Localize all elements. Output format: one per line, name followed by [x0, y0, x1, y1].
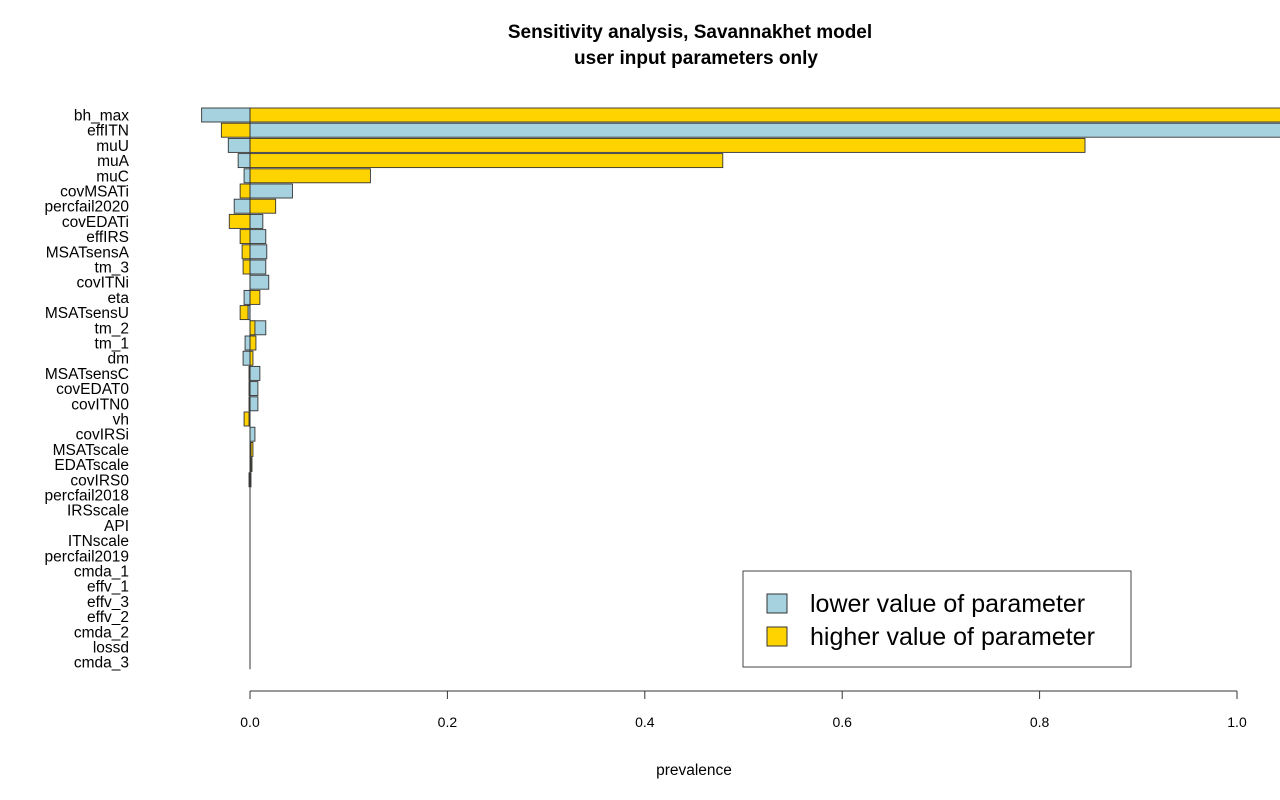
category-label: effv_2 [87, 609, 129, 626]
x-tick-label: 0.0 [240, 714, 260, 730]
bar-higher [249, 289, 261, 305]
legend-label-higher: higher value of parameter [810, 623, 1095, 651]
category-label: eta [107, 290, 129, 307]
legend-box [742, 570, 1132, 668]
category-label: lossd [93, 640, 129, 657]
bar-higher [228, 213, 251, 229]
category-label: effv_1 [87, 579, 129, 596]
category-label: MSATscale [53, 442, 129, 459]
category-label: covITN0 [71, 396, 129, 413]
x-tick-label: 1.0 [1227, 714, 1247, 730]
category-label: API [104, 518, 129, 535]
bar-lower [242, 350, 251, 366]
bar-lower [249, 381, 259, 397]
category-label: tm_3 [95, 260, 129, 277]
category-label: effIRS [86, 229, 129, 246]
bar-lower [249, 365, 261, 381]
bar-lower [244, 335, 251, 351]
bar-lower [249, 122, 1280, 138]
bar-lower [201, 107, 251, 123]
category-label: effITN [87, 123, 129, 140]
category-label: ITNscale [68, 533, 129, 550]
bar-lower [249, 244, 268, 260]
bar-higher [249, 168, 371, 184]
category-label: cmda_3 [74, 655, 129, 672]
category-label: cmda_2 [74, 624, 129, 641]
category-label: cmda_1 [74, 564, 129, 581]
category-label: covEDAT0 [56, 381, 129, 398]
category-label: effv_3 [87, 594, 129, 611]
category-label: tm_2 [95, 320, 129, 337]
category-label: covMSATi [60, 184, 129, 201]
x-tick-label: 0.4 [635, 714, 655, 730]
bar-higher [249, 320, 256, 336]
category-label: EDATscale [54, 457, 129, 474]
category-labels: bh_maxeffITNmuUmuAmuCcovMSATipercfail202… [45, 108, 130, 672]
legend-swatch-higher [766, 626, 788, 647]
bar-lower [249, 229, 267, 245]
legend-swatch-lower [766, 593, 788, 614]
category-label: muC [96, 168, 129, 185]
bar-higher [242, 259, 251, 275]
category-label: covEDATi [62, 214, 129, 231]
category-label: dm [107, 351, 129, 368]
category-label: percfail2018 [45, 488, 129, 505]
bar-lower [249, 213, 264, 229]
bar-lower [249, 274, 270, 290]
legend-label-lower: lower value of parameter [810, 590, 1085, 618]
bar-lower [249, 396, 259, 412]
category-label: MSATsensA [46, 244, 130, 261]
bar-lower [249, 259, 267, 275]
bar-higher [249, 107, 1280, 123]
x-tick-label: 0.2 [438, 714, 458, 730]
bars [201, 107, 1280, 670]
bar-lower [227, 137, 251, 153]
bar-lower [233, 198, 251, 214]
bar-lower [249, 183, 293, 199]
bar-lower [243, 289, 251, 305]
category-label: bh_max [74, 108, 129, 125]
x-tick-label: 0.8 [1030, 714, 1050, 730]
chart-title: Sensitivity analysis, Savannakhet model [508, 22, 872, 43]
category-label: muA [97, 153, 130, 170]
x-axis: 0.0 0.2 0.4 0.6 0.8 1.0 [240, 690, 1247, 730]
x-axis-title: prevalence [656, 762, 732, 779]
category-label: covIRS0 [70, 472, 129, 489]
bar-lower [237, 153, 251, 169]
bar-higher [249, 153, 724, 169]
bar-lower [249, 426, 256, 442]
category-label: muU [96, 138, 129, 155]
chart-subtitle: user input parameters only [574, 48, 818, 69]
legend: lower value of parameter higher value of… [742, 570, 1132, 668]
category-label: tm_1 [95, 336, 129, 353]
bar-lower [243, 168, 251, 184]
category-label: MSATsensC [45, 366, 129, 383]
bar-higher [241, 244, 251, 260]
bar-higher [249, 137, 1086, 153]
category-label: IRSscale [67, 503, 129, 520]
category-label: percfail2019 [45, 548, 129, 565]
bar-higher [239, 183, 251, 199]
bar-higher [220, 122, 251, 138]
bar-higher [249, 335, 257, 351]
category-label: MSATsensU [45, 305, 129, 322]
category-label: percfail2020 [45, 199, 130, 216]
x-tick-label: 0.6 [832, 714, 852, 730]
bar-higher [239, 229, 251, 245]
category-label: covIRSi [76, 427, 129, 444]
category-label: covITNi [76, 275, 129, 292]
category-label: vh [113, 412, 129, 429]
bar-higher [249, 198, 277, 214]
